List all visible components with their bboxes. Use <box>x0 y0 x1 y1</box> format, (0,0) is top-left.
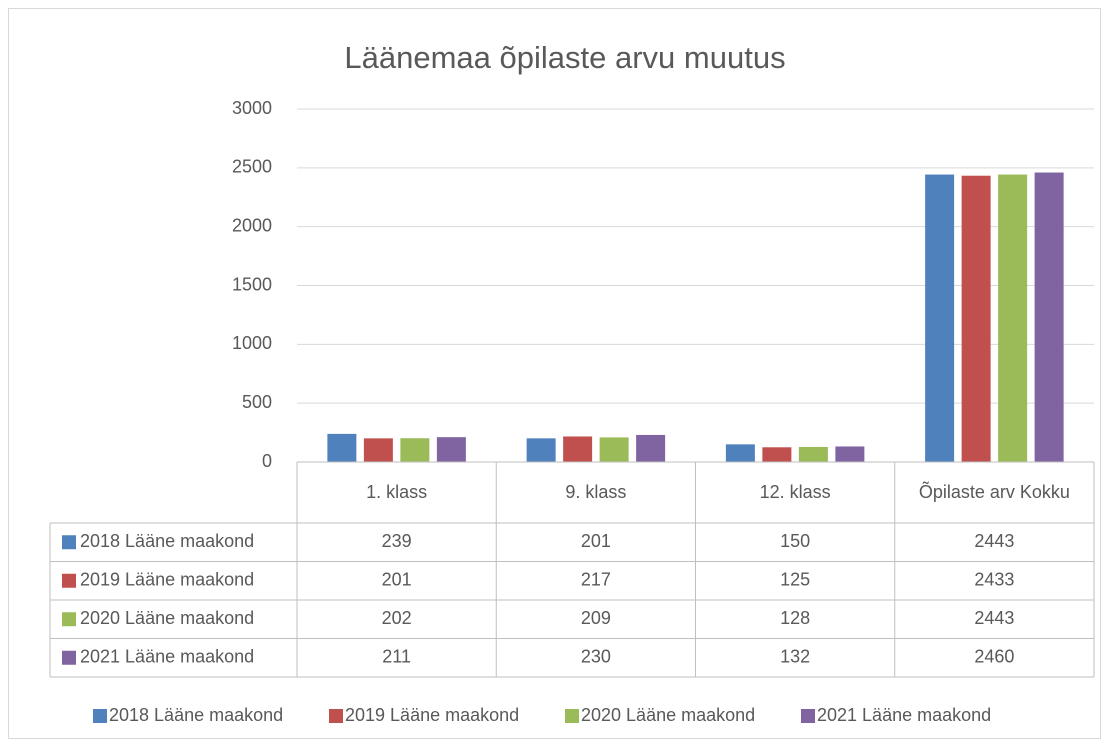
table-row-label: 2019 Lääne maakond <box>80 570 254 590</box>
bar <box>436 437 466 462</box>
x-tick-label: Õpilaste arv Kokku <box>918 482 1070 502</box>
table-value: 2443 <box>974 531 1014 551</box>
x-tick-label: 9. klass <box>565 482 627 502</box>
table-value: 201 <box>382 570 412 590</box>
legend-key <box>62 535 76 550</box>
category-cell: 9. klass <box>565 482 627 502</box>
y-tick-label: 2500 <box>232 157 272 177</box>
legend-key <box>62 573 76 588</box>
table-value: 211 <box>382 647 411 667</box>
table-value: 202 <box>382 608 412 628</box>
legend-label: 2020 Lääne maakond <box>581 705 755 725</box>
table-value: 128 <box>780 608 810 628</box>
y-tick-label: 500 <box>242 392 272 412</box>
table-row-label: 2018 Lääne maakond <box>80 531 254 551</box>
bar <box>400 438 430 462</box>
legend-label: 2018 Lääne maakond <box>109 705 283 725</box>
legend-key <box>62 612 76 627</box>
bar <box>998 174 1028 462</box>
table-row-label: 2020 Lääne maakond <box>80 608 254 628</box>
table-value: 239 <box>382 531 412 551</box>
bar <box>762 447 792 462</box>
x-tick-label: 1. klass <box>366 482 428 502</box>
legend-key <box>62 650 76 665</box>
legend-label: 2021 Lääne maakond <box>817 705 991 725</box>
table-value: 217 <box>581 570 611 590</box>
bar <box>961 175 991 463</box>
y-tick-label: 1500 <box>232 274 272 294</box>
table-value: 2460 <box>974 647 1014 667</box>
table-value: 2433 <box>974 570 1014 590</box>
bar <box>798 446 828 462</box>
table-value: 230 <box>581 647 611 667</box>
table-row-label: 2021 Lääne maakond <box>80 647 254 667</box>
bar <box>636 434 666 462</box>
category-cell: 12. klass <box>759 482 831 502</box>
x-tick-label: 12. klass <box>759 482 831 502</box>
table-value: 2443 <box>974 608 1014 628</box>
bar <box>563 436 593 462</box>
legend-key <box>329 709 343 723</box>
table-value: 201 <box>581 531 611 551</box>
legend-key <box>565 709 579 723</box>
table-value: 132 <box>780 647 810 667</box>
legend-label: 2019 Lääne maakond <box>345 705 519 725</box>
y-tick-label: 2000 <box>232 215 272 235</box>
bar <box>835 446 865 462</box>
table-value: 150 <box>780 531 810 551</box>
bar <box>925 174 955 462</box>
bar <box>1034 172 1064 463</box>
bar <box>327 433 357 462</box>
bar <box>599 437 629 462</box>
y-tick-label: 3000 <box>232 98 272 118</box>
bar <box>526 438 556 462</box>
legend-key <box>801 709 815 723</box>
table-value: 209 <box>581 608 611 628</box>
category-cell: Õpilaste arv Kokku <box>918 482 1070 502</box>
bar <box>725 444 755 462</box>
bar <box>363 438 393 462</box>
category-cell: 1. klass <box>366 482 428 502</box>
chart-border <box>8 8 1101 739</box>
chart-title: Läänemaa õpilaste arvu muutus <box>344 40 785 75</box>
y-tick-label: 1000 <box>232 333 272 353</box>
legend-key <box>93 709 107 723</box>
y-tick-label: 0 <box>262 451 272 471</box>
table-value: 125 <box>780 570 810 590</box>
